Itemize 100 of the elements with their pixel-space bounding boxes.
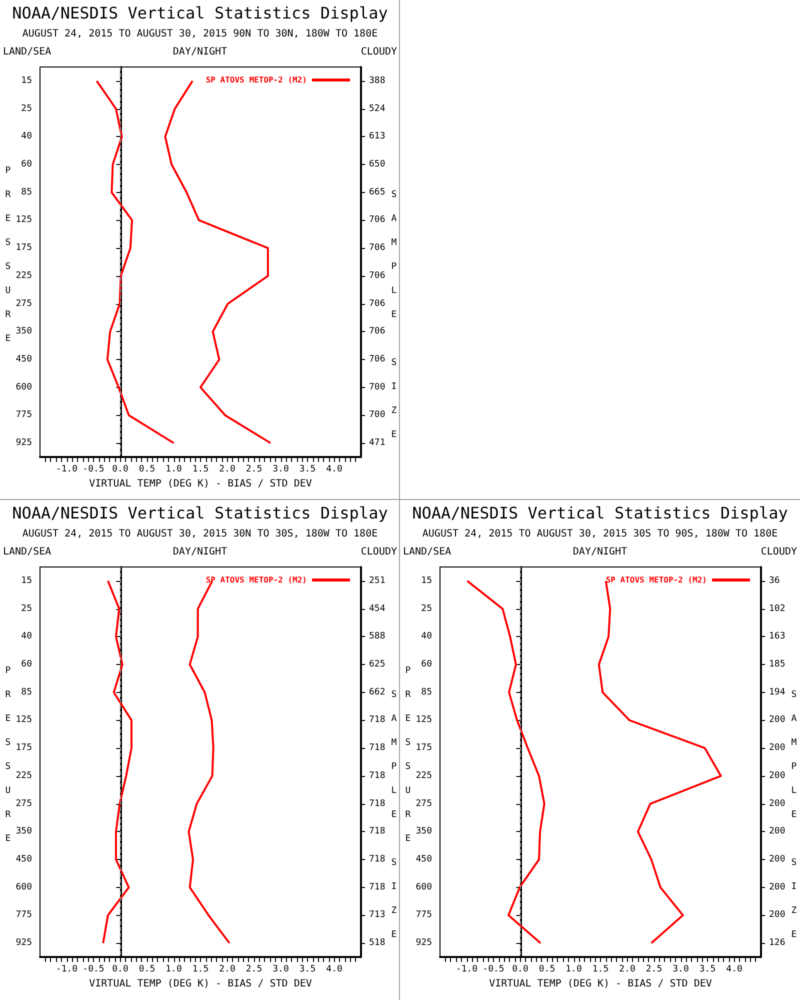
y2-tick-label: 200: [769, 882, 786, 892]
y2-tick-label: 200: [769, 826, 786, 837]
y-tick-label: 15: [21, 76, 32, 86]
y-tick-label: 225: [416, 770, 432, 781]
x-tick-label: 4.0: [726, 964, 742, 974]
x-tick-label: 1.5: [192, 964, 209, 974]
chart-subtitle: AUGUST 24, 2015 TO AUGUST 30, 2015 90N TO 30N, 180W TO 180E: [22, 28, 378, 40]
y2-tick-label: 588: [369, 632, 386, 642]
y2-tick-label: 388: [369, 76, 386, 86]
y-tick-label: 25: [21, 104, 32, 114]
y2-tick-label: 718: [369, 743, 386, 754]
y-tick-label: 85: [21, 187, 32, 198]
y2-tick-label: 251: [369, 576, 386, 586]
y-tick-label: 275: [16, 798, 32, 809]
x-tick-label: 1.0: [566, 964, 582, 974]
text: LAND/SEA: [3, 46, 52, 58]
y-tick-label: 60: [21, 660, 32, 670]
x-tick-label: 1.5: [192, 464, 209, 474]
x-tick-label: 3.0: [672, 964, 689, 974]
x-tick-label: 0.5: [138, 464, 156, 474]
x-tick-label: 2.0: [219, 964, 236, 974]
x-tick-label: 4.0: [326, 464, 342, 474]
x-tick-label: 0.0: [512, 964, 528, 974]
y-tick-label: 40: [421, 632, 432, 642]
x-tick-label: 3.0: [272, 464, 289, 474]
x-tick-label: 3.5: [699, 964, 716, 974]
y-tick-label: 15: [21, 576, 32, 586]
y2-tick-label: 126: [769, 938, 786, 948]
y-tick-label: 175: [416, 743, 432, 754]
y-tick-label: 600: [16, 382, 32, 392]
y2-tick-label: 706: [369, 326, 386, 337]
y-tick-label: 350: [416, 826, 432, 837]
x-tick-label: -1.0: [456, 964, 478, 974]
x-tick-label: 2.5: [246, 464, 262, 474]
x-tick-label: 0.5: [138, 964, 156, 974]
chart-title: NOAA/NESDIS Vertical Statistics Display: [12, 504, 388, 522]
x-tick-label: 2.5: [646, 964, 662, 974]
y-tick-label: 40: [21, 132, 32, 142]
x-tick-label: 0.5: [538, 964, 556, 974]
x-tick-label: -0.5: [482, 964, 504, 974]
y-tick-label: 925: [16, 938, 32, 948]
y2-tick-label: 200: [769, 910, 786, 920]
x-tick-label: 4.0: [326, 964, 342, 974]
x-tick-label: 2.5: [246, 964, 262, 974]
y2-tick-label: 200: [769, 770, 786, 781]
y2-tick-label: 524: [369, 104, 386, 114]
y-tick-label: 125: [416, 715, 432, 726]
y2-tick-label: 706: [369, 215, 386, 226]
x-axis-title: VIRTUAL TEMP (DEG K) - BIAS / STD DEV: [89, 978, 312, 990]
x-tick-label: 1.5: [592, 964, 609, 974]
y-tick-label: 60: [21, 160, 32, 170]
y2-axis-title: SAMPLE SIZE: [389, 190, 399, 454]
y-tick-label: 175: [16, 243, 32, 254]
y2-tick-label: 471: [369, 438, 386, 448]
legend-label: SP ATOVS METOP-2 (M2): [206, 76, 307, 84]
x-tick-label: -0.5: [82, 964, 104, 974]
y2-tick-label: 718: [369, 770, 386, 781]
y-tick-label: 925: [16, 438, 32, 448]
x-tick-label: 1.0: [166, 464, 182, 474]
y-tick-label: 350: [16, 326, 32, 337]
y2-tick-label: 718: [369, 882, 386, 892]
y-tick-label: 85: [21, 687, 32, 698]
y-tick-label: 775: [16, 410, 32, 420]
y2-tick-label: 185: [769, 660, 786, 670]
text: DAY/NIGHT: [572, 546, 628, 558]
x-tick-label: -0.5: [82, 464, 104, 474]
chart-title: NOAA/NESDIS Vertical Statistics Display: [12, 4, 388, 22]
text: CLOUDY: [360, 46, 397, 58]
y-tick-label: 125: [16, 715, 32, 726]
x-tick-label: 3.5: [299, 464, 316, 474]
y2-tick-label: 650: [369, 160, 386, 170]
y2-tick-label: 518: [369, 938, 386, 948]
y-tick-label: 25: [421, 604, 432, 614]
y-tick-label: 925: [416, 938, 432, 948]
y2-tick-label: 625: [369, 660, 386, 670]
legend-label: SP ATOVS METOP-2 (M2): [606, 576, 707, 584]
text: DAY/NIGHT: [172, 46, 228, 58]
chart-title: NOAA/NESDIS Vertical Statistics Display: [412, 504, 788, 522]
y-tick-label: 225: [16, 270, 32, 281]
chart-subtitle: AUGUST 24, 2015 TO AUGUST 30, 2015 30S TO 90S, 180W TO 180E: [422, 528, 778, 540]
y-tick-label: 600: [16, 882, 32, 892]
y2-tick-label: 194: [769, 687, 786, 698]
y2-tick-label: 200: [769, 854, 786, 864]
y2-tick-label: 718: [369, 715, 386, 726]
y-tick-label: 275: [16, 298, 32, 309]
y2-tick-label: 706: [369, 298, 386, 309]
y2-tick-label: 718: [369, 826, 386, 837]
y-tick-label: 175: [16, 743, 32, 754]
y-tick-label: 450: [416, 854, 432, 864]
x-tick-label: -1.0: [56, 964, 78, 974]
y-tick-label: 450: [16, 854, 32, 864]
y-tick-label: 775: [16, 910, 32, 920]
x-tick-label: 0.0: [112, 964, 128, 974]
y-tick-label: 15: [421, 576, 432, 586]
text: LAND/SEA: [403, 546, 452, 558]
x-axis-title: VIRTUAL TEMP (DEG K) - BIAS / STD DEV: [89, 478, 312, 490]
y-tick-label: 85: [421, 687, 432, 698]
y-tick-label: 350: [16, 826, 32, 837]
x-tick-label: 3.0: [272, 964, 289, 974]
x-axis-title: VIRTUAL TEMP (DEG K) - BIAS / STD DEV: [489, 978, 712, 990]
